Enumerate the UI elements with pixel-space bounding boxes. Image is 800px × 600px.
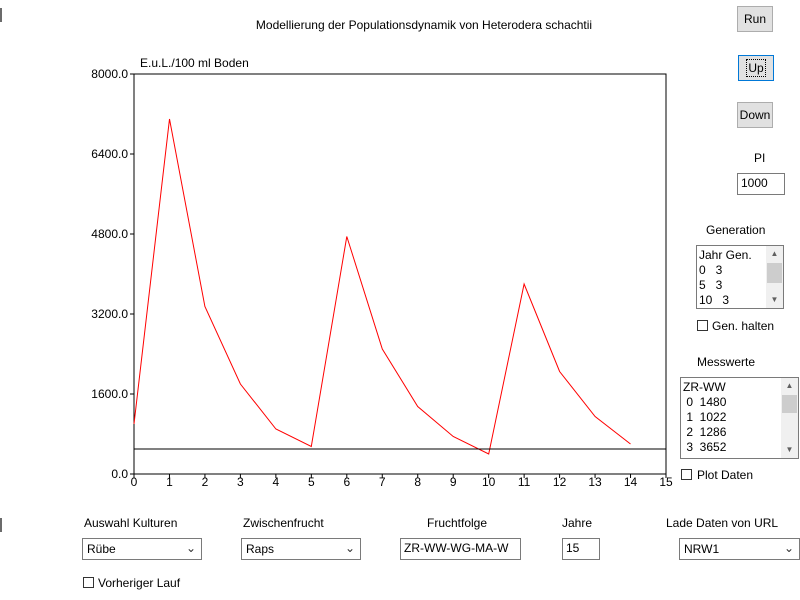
fruchtfolge-label: Fruchtfolge xyxy=(427,516,488,530)
plot-frame xyxy=(133,73,667,475)
lade-daten-label: Lade Daten von URL xyxy=(666,516,779,530)
x-tick-label: 1 xyxy=(166,475,173,489)
x-tick-label: 14 xyxy=(624,475,638,489)
messwerte-scrollbar[interactable]: ▲ ▼ xyxy=(781,378,798,458)
x-tick-label: 5 xyxy=(308,475,315,489)
scroll-down-icon[interactable]: ▼ xyxy=(770,295,779,304)
scroll-up-icon[interactable]: ▲ xyxy=(770,249,779,258)
chevron-down-icon: ⌄ xyxy=(783,541,794,555)
messwerte-list-item[interactable]: ZR-WW xyxy=(683,380,726,394)
generation-label: Generation xyxy=(706,223,766,237)
zwischenfrucht-value: Raps xyxy=(246,542,275,556)
messwerte-list-item[interactable]: 3 3652 xyxy=(683,440,727,454)
x-tick-label: 15 xyxy=(659,475,673,489)
y-tick-label: 0.0 xyxy=(111,467,128,481)
down-button-label: Down xyxy=(739,108,771,122)
x-tick-label: 13 xyxy=(588,475,602,489)
gen-halten-label: Gen. halten xyxy=(712,319,775,333)
messwerte-list-item[interactable]: 2 1286 xyxy=(683,425,727,439)
up-button[interactable]: Up xyxy=(738,55,774,81)
scroll-up-icon[interactable]: ▲ xyxy=(785,381,794,390)
chevron-down-icon: ⌄ xyxy=(344,541,355,555)
jahre-input[interactable]: 15 xyxy=(562,538,600,560)
lade-daten-select[interactable]: NRW1 ⌄ xyxy=(679,538,800,560)
down-button[interactable]: Down xyxy=(737,102,773,128)
x-tick-label: 0 xyxy=(131,475,138,489)
x-tick-label: 4 xyxy=(273,475,280,489)
x-tick-label: 6 xyxy=(343,475,350,489)
lade-daten-value: NRW1 xyxy=(684,542,720,556)
zwischenfrucht-label: Zwischenfrucht xyxy=(243,516,324,530)
up-button-label: Up xyxy=(746,59,766,77)
gen-halten-checkbox[interactable] xyxy=(697,320,708,331)
y-tick-label: 8000.0 xyxy=(91,67,128,81)
messwerte-list-item[interactable]: 0 1480 xyxy=(683,395,727,409)
vorheriger-lauf-checkbox[interactable] xyxy=(83,577,94,588)
y-tick-label: 6400.0 xyxy=(91,147,128,161)
generation-list-item[interactable]: 5 3 xyxy=(699,278,723,292)
generation-scrollbar[interactable]: ▲ ▼ xyxy=(766,246,783,308)
population-chart: E.u.L./100 ml Boden 0.0 1600.0 3200.0 4800.… xyxy=(91,56,673,489)
fruchtfolge-input[interactable]: ZR-WW-WG-MA-W xyxy=(400,538,521,560)
generation-list-item[interactable]: 10 3 xyxy=(699,293,730,307)
run-button[interactable]: Run xyxy=(737,6,773,32)
y-axis-label: E.u.L./100 ml Boden xyxy=(140,56,249,70)
kulturen-value: Rübe xyxy=(87,542,116,556)
x-tick-label: 8 xyxy=(414,475,421,489)
x-tick-label: 7 xyxy=(379,475,386,489)
x-tick-label: 3 xyxy=(237,475,244,489)
jahre-label: Jahre xyxy=(562,516,593,530)
y-tick-label: 1600.0 xyxy=(91,387,128,401)
chevron-down-icon: ⌄ xyxy=(185,541,196,555)
window-edge-mark xyxy=(0,8,2,22)
scroll-down-icon[interactable]: ▼ xyxy=(785,445,794,454)
plot-daten-label: Plot Daten xyxy=(697,468,754,482)
x-tick-label: 9 xyxy=(450,475,457,489)
plot-daten-checkbox[interactable] xyxy=(681,469,692,480)
x-tick-label: 2 xyxy=(202,475,209,489)
messwerte-list-item[interactable]: 1 1022 xyxy=(683,410,727,424)
messwerte-label: Messwerte xyxy=(697,355,756,369)
run-button-label: Run xyxy=(743,12,766,26)
pi-input[interactable]: 1000 xyxy=(737,173,785,195)
vorheriger-lauf-label: Vorheriger Lauf xyxy=(98,576,181,590)
population-series-line xyxy=(133,118,631,455)
messwerte-listbox[interactable]: ZR-WW 0 1480 1 1022 2 1286 3 3652 ▲ ▼ xyxy=(680,377,799,459)
kulturen-select[interactable]: Rübe ⌄ xyxy=(82,538,202,560)
scroll-thumb[interactable] xyxy=(782,395,797,413)
generation-list-item[interactable]: 0 3 xyxy=(699,263,723,277)
x-tick-label: 11 xyxy=(518,475,531,489)
window-edge-mark xyxy=(0,518,2,532)
kulturen-label: Auswahl Kulturen xyxy=(84,516,178,530)
page-title: Modellierung der Populationsdynamik von … xyxy=(255,18,593,32)
x-tick-label: 12 xyxy=(553,475,567,489)
y-tick-label: 4800.0 xyxy=(91,227,128,241)
generation-list-item[interactable]: Jahr Gen. xyxy=(699,248,752,262)
x-tick-label: 10 xyxy=(482,475,496,489)
zwischenfrucht-select[interactable]: Raps ⌄ xyxy=(241,538,361,560)
pi-label: PI xyxy=(754,151,766,165)
scroll-thumb[interactable] xyxy=(767,263,782,283)
y-tick-label: 3200.0 xyxy=(91,307,128,321)
